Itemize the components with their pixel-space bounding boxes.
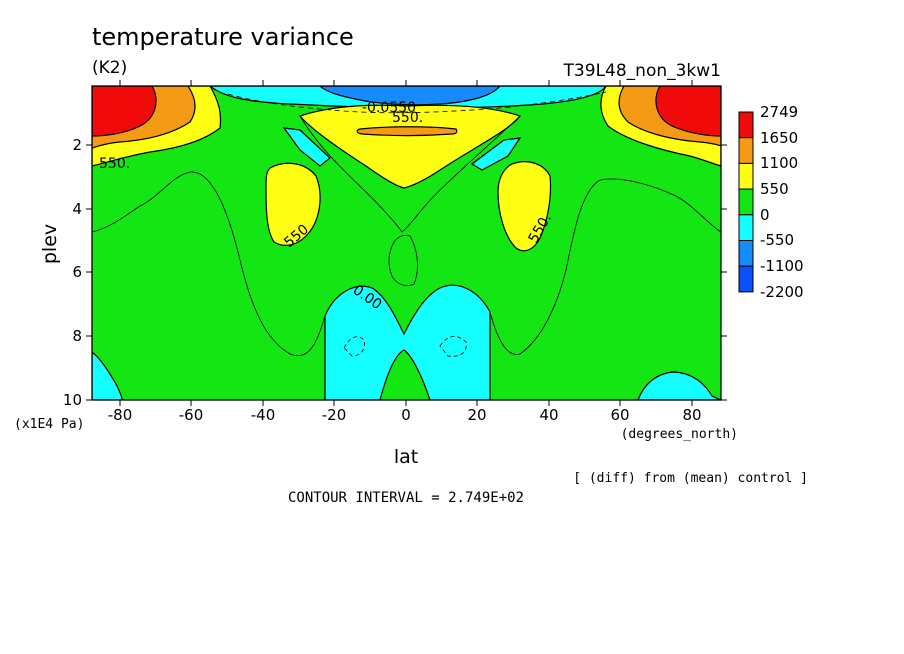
contour-line-central-lens [388, 234, 418, 286]
x-axis-label: lat [394, 446, 418, 468]
y-tick-label: 6 [72, 263, 82, 281]
contour-label-top-neg: -0.0550 [362, 100, 416, 116]
legend-swatch-0 [738, 111, 754, 139]
footnote: [ (diff) from (mean) control ] [573, 471, 808, 486]
x-axis-units: (degrees_north) [621, 427, 738, 442]
x-tick-label: -80 [108, 406, 133, 424]
region-south-polar-red [92, 86, 157, 137]
legend-label: 2749 [760, 103, 798, 121]
contour-line-central-stem [299, 115, 521, 233]
legend-swatch-1 [738, 137, 754, 164]
y-tick-label: 2 [72, 136, 82, 154]
legend-swatch-3 [738, 188, 754, 216]
region-cyan-right-tongue [470, 137, 522, 171]
x-tick-label: 20 [467, 406, 486, 424]
y-axis-units: (x1E4 Pa) [14, 417, 84, 432]
x-tick-label: -60 [179, 406, 204, 424]
legend-swatch-6 [738, 265, 754, 293]
contour-label-top-550: 550. [392, 110, 423, 126]
region-lower-central-cyan [324, 284, 491, 400]
contour-lines [92, 91, 721, 357]
x-ticks [119, 80, 693, 406]
contour-line-lower-right-dashed [439, 336, 467, 357]
y-axis-label: plev [39, 224, 61, 264]
y-tick-labels: 2 4 6 8 10 [63, 136, 82, 409]
contour-line-lower-left-dashed [343, 336, 365, 357]
legend-label: 0 [760, 206, 770, 224]
legend-swatch-5 [738, 240, 754, 267]
legend-label: 550 [760, 180, 789, 198]
contour-line-right-outer [489, 178, 721, 355]
contour-field: 550. 550 0.00 550. -0.0550 550. [92, 86, 721, 400]
contour-interval: CONTOUR INTERVAL = 2.749E+02 [288, 490, 524, 506]
region-central-yellow [298, 104, 521, 189]
contour-line-top-dashed [227, 91, 607, 114]
legend-label: 1100 [760, 154, 798, 172]
run-label: T39L48_non_3kw1 [563, 61, 721, 81]
y-tick-label: 10 [63, 391, 82, 409]
region-central-orange-bar [356, 126, 458, 137]
x-tick-label: 40 [539, 406, 558, 424]
legend-label: -1100 [760, 257, 804, 275]
x-tick-label: -20 [322, 406, 347, 424]
contour-line-left-outer [92, 171, 326, 356]
legend-swatch-2 [738, 162, 754, 190]
x-tick-label: -40 [251, 406, 276, 424]
color-legend: 2749 1650 1100 550 0 -550 -1100 -2200 [738, 103, 804, 301]
legend-label: -550 [760, 231, 794, 249]
legend-label: -2200 [760, 283, 804, 301]
y-ticks [86, 144, 727, 401]
chart-title: temperature variance [92, 23, 354, 51]
region-yellow-right-blob [497, 161, 552, 252]
x-tick-label: 80 [682, 406, 701, 424]
chart-units: (K2) [92, 58, 127, 78]
x-tick-label: 60 [610, 406, 629, 424]
contour-label-left-550: 550. [99, 156, 130, 172]
legend-label: 1650 [760, 129, 798, 147]
legend-swatch-4 [738, 214, 754, 242]
region-top-blue [319, 86, 501, 106]
x-tick-labels: -80 -60 -40 -20 0 20 40 60 80 [108, 406, 702, 424]
y-tick-label: 8 [72, 327, 82, 345]
y-tick-label: 4 [72, 200, 82, 218]
x-tick-label: 0 [401, 406, 411, 424]
region-cyan-left-tongue [282, 127, 331, 167]
region-bottom-right-cyan [637, 371, 721, 400]
region-yellow-left-blob [265, 162, 321, 246]
region-north-polar-red [655, 86, 721, 137]
